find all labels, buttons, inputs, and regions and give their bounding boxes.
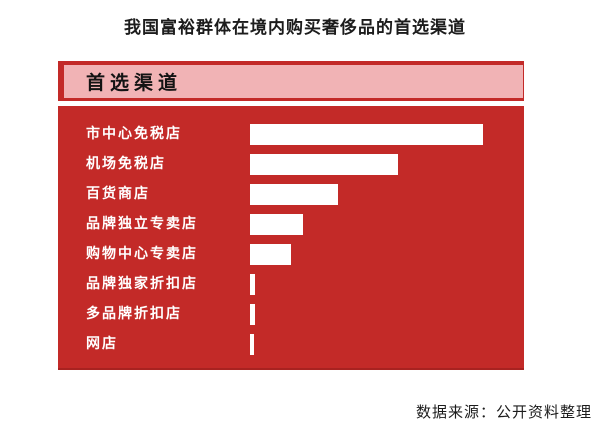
bar-category-label: 品牌独家折扣店: [86, 277, 198, 292]
bar-category-label: 网店: [86, 337, 118, 352]
chart-row: 品牌独家折扣店: [58, 274, 524, 304]
chart-row: 品牌独立专卖店: [58, 214, 524, 244]
source-note: 数据来源：公开资料整理: [415, 405, 592, 421]
bar: [250, 154, 398, 175]
bar-category-label: 品牌独立专卖店: [86, 217, 198, 232]
chart-row: 网店: [58, 334, 524, 364]
panel-header-label: 首选渠道: [86, 73, 183, 94]
bar: [250, 274, 255, 295]
bar-category-label: 百货商店: [86, 187, 150, 202]
bar-category-label: 市中心免税店: [86, 127, 182, 142]
chart-panel: 首选渠道 市中心免税店 机场免税店百货商店品牌独立专卖店 购物中心专卖店 品牌独家折扣…: [58, 61, 524, 370]
chart-row: 购物中心专卖店: [58, 244, 524, 274]
bar: [250, 214, 303, 235]
chart-row: 百货商店: [58, 184, 524, 214]
bar: [250, 124, 483, 145]
chart-row: 多品牌折扣店: [58, 304, 524, 334]
bar: [250, 244, 291, 265]
bar-category-label: 购物中心专卖店: [86, 247, 198, 262]
bar-category-label: 机场免税店: [86, 157, 166, 172]
bar-chart-body: 市中心免税店 机场免税店百货商店品牌独立专卖店 购物中心专卖店 品牌独家折扣店 多品牌折…: [58, 106, 524, 364]
header-separator: [58, 101, 524, 106]
panel-header: 首选渠道: [64, 65, 523, 98]
chart-title: 我国富裕群体在境内购买奢侈品的首选渠道: [124, 18, 466, 37]
bar-category-label: 多品牌折扣店: [86, 307, 182, 322]
bar: [250, 334, 254, 355]
bar: [250, 304, 255, 325]
bar: [250, 184, 338, 205]
chart-row: 机场免税店: [58, 154, 524, 184]
chart-row: 市中心免税店: [58, 124, 524, 154]
